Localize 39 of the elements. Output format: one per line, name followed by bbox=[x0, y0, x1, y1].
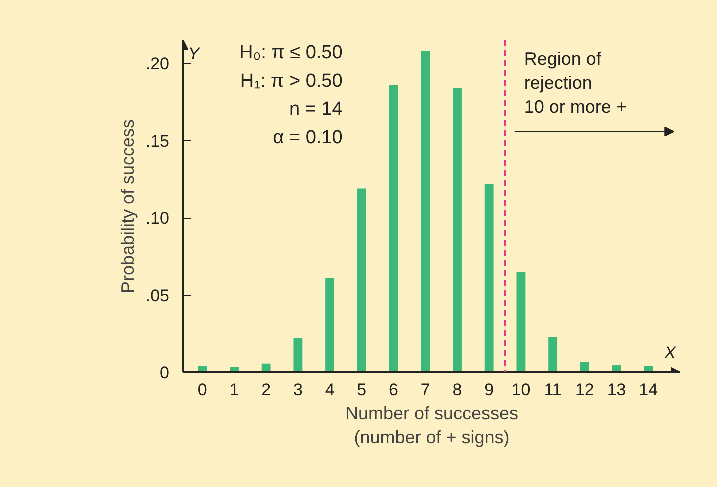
bar bbox=[357, 188, 366, 372]
bar bbox=[421, 51, 430, 372]
x-tick-label: 9 bbox=[484, 380, 494, 400]
x-tick-label: 3 bbox=[293, 380, 303, 400]
annotation: H₀: π ≤ 0.50 bbox=[240, 42, 343, 64]
x-tick-label: 5 bbox=[357, 380, 367, 400]
x-tick-label: 4 bbox=[325, 380, 335, 400]
x-axis-title: Number of successes (number of + signs) bbox=[345, 404, 519, 448]
ref-line-label: Region of rejection 10 or more + bbox=[524, 48, 627, 117]
y-tick-label: .05 bbox=[146, 286, 170, 306]
x-tick-label: 7 bbox=[420, 380, 430, 400]
y-axis-title: Probability of success bbox=[118, 119, 138, 294]
annotation: Y bbox=[188, 44, 202, 64]
x-tick-label: 14 bbox=[639, 380, 658, 400]
x-tick-label: 2 bbox=[262, 380, 272, 400]
annotation: α = 0.10 bbox=[273, 127, 343, 148]
x-tick-label: 13 bbox=[607, 380, 626, 400]
y-tick-label: 0 bbox=[160, 364, 170, 382]
annotation: n = 14 bbox=[289, 99, 344, 120]
bar bbox=[453, 88, 462, 372]
y-tick-label: .15 bbox=[146, 132, 170, 151]
x-tick-label: 6 bbox=[389, 380, 399, 400]
annotation: X bbox=[664, 344, 677, 363]
y-tick-label: .10 bbox=[146, 209, 170, 228]
bar bbox=[294, 338, 303, 372]
bar bbox=[389, 85, 398, 372]
x-tick-label: 0 bbox=[198, 380, 208, 400]
bar bbox=[326, 278, 335, 372]
annotation: H₁: π > 0.50 bbox=[240, 70, 343, 92]
bar bbox=[580, 362, 590, 372]
x-tick-label: 10 bbox=[512, 380, 531, 400]
x-tick-label: 11 bbox=[544, 380, 562, 400]
x-tick-label: 1 bbox=[230, 380, 240, 400]
bar bbox=[516, 272, 526, 372]
x-tick-label: 12 bbox=[575, 380, 594, 400]
x-tick-label: 8 bbox=[452, 380, 462, 400]
y-tick-label: .20 bbox=[146, 54, 170, 74]
bar bbox=[548, 336, 558, 372]
bar bbox=[484, 184, 494, 372]
